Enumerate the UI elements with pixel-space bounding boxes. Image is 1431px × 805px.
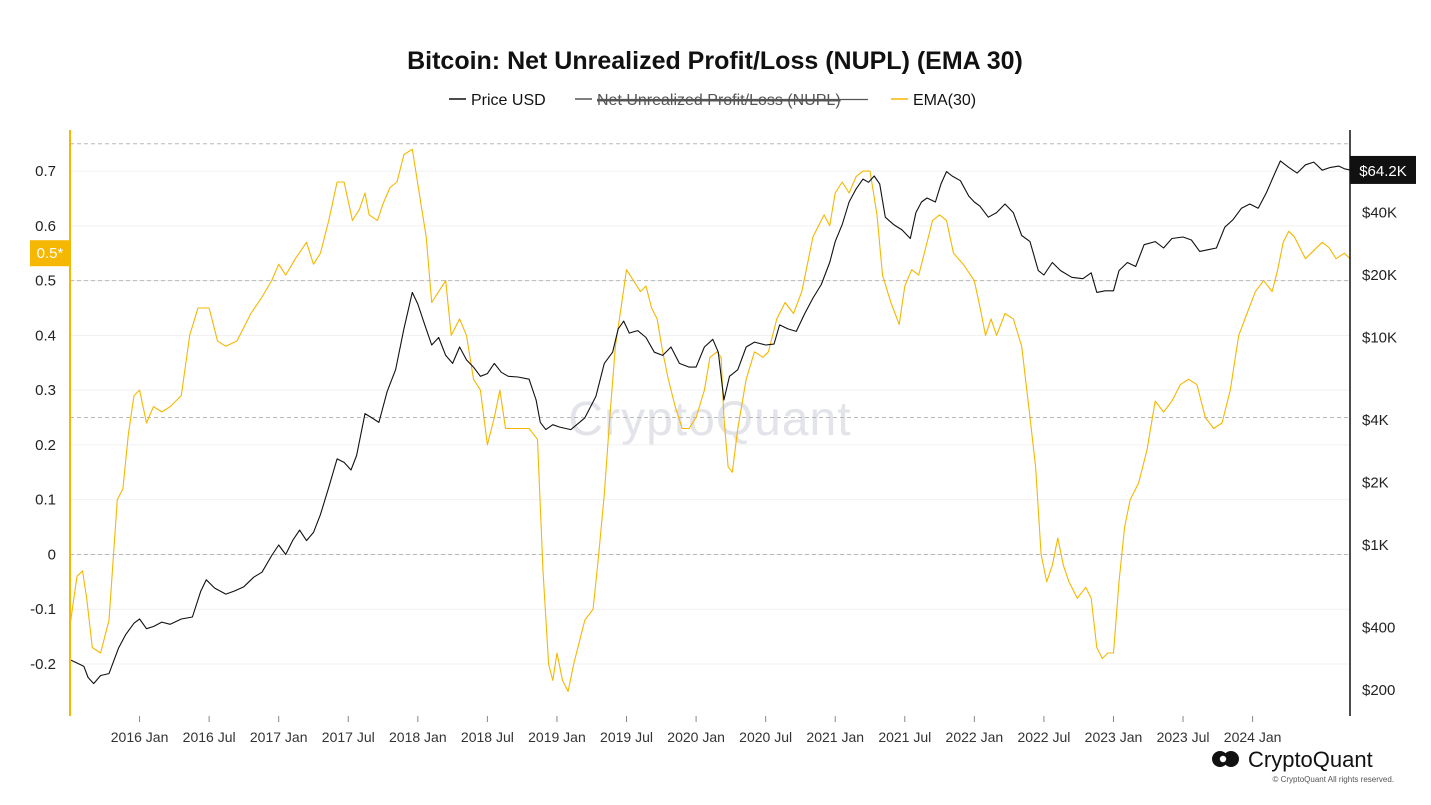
watermark: CryptoQuant [568, 393, 851, 446]
right-tick-label: $10K [1362, 330, 1397, 347]
x-tick-label: 2017 Jan [250, 729, 308, 745]
x-tick-label: 2018 Jan [389, 729, 447, 745]
grid-lines [70, 143, 1350, 665]
x-tick-label: 2016 Jan [111, 729, 169, 745]
left-tick-label: 0.2 [35, 437, 56, 454]
right-tick-label: $2K [1362, 475, 1389, 492]
left-tick-label: 0.7 [35, 163, 56, 180]
right-tick-label: $4K [1362, 412, 1389, 429]
legend-price-label: Price USD [471, 92, 546, 109]
x-tick-label: 2021 Jan [806, 729, 864, 745]
x-tick-label: 2023 Jan [1085, 729, 1143, 745]
x-tick-label: 2022 Jul [1017, 729, 1070, 745]
brand-copyright: © CryptoQuant All rights reserved. [1273, 775, 1395, 784]
brand-name: CryptoQuant [1248, 747, 1373, 772]
chart-title: Bitcoin: Net Unrealized Profit/Loss (NUP… [407, 47, 1023, 75]
right-axis: $40K $20K $10K $4K $2K $1K $400 $200 $64.2K [1349, 130, 1416, 716]
right-tick-label: $400 [1362, 620, 1395, 637]
left-tick-label: 0.4 [35, 327, 56, 344]
x-axis: 2016 Jan 2016 Jul 2017 Jan 2017 Jul 2018 Jan… [111, 716, 1282, 745]
x-tick-label: 2020 Jul [739, 729, 792, 745]
x-tick-label: 2023 Jul [1157, 729, 1210, 745]
left-tick-label: -0.2 [30, 656, 56, 673]
left-tick-label: 0.1 [35, 492, 56, 509]
left-tick-label: 0.6 [35, 218, 56, 235]
x-tick-label: 2019 Jan [528, 729, 586, 745]
x-tick-label: 2018 Jul [461, 729, 514, 745]
legend-nupl-label: Net Unrealized Profit/Loss (NUPL) [597, 92, 841, 109]
left-marker-label: 0.5* [37, 245, 64, 262]
legend-item-ema[interactable]: EMA(30) [891, 92, 976, 109]
x-tick-label: 2021 Jul [878, 729, 931, 745]
legend-item-price[interactable]: Price USD [449, 92, 546, 109]
right-tick-label: $1K [1362, 537, 1389, 554]
x-tick-label: 2022 Jan [946, 729, 1004, 745]
price-line [69, 160, 1351, 685]
brand-logo: CryptoQuant © CryptoQuant All rights res… [1212, 747, 1394, 784]
x-tick-label: 2017 Jul [322, 729, 375, 745]
legend-item-nupl[interactable]: Net Unrealized Profit/Loss (NUPL) [575, 92, 868, 109]
right-tick-label: $20K [1362, 267, 1397, 284]
right-tick-label: $200 [1362, 682, 1395, 699]
cryptoquant-logo-icon [1212, 751, 1239, 767]
current-price-badge [1350, 155, 1416, 184]
x-tick-label: 2019 Jul [600, 729, 653, 745]
price-series [69, 160, 1351, 685]
legend-ema-label: EMA(30) [913, 92, 976, 109]
left-axis: 0.7 0.6 0.5 0.4 0.3 0.2 0.1 0 -0.1 -0.2 0.5* [30, 130, 71, 716]
x-tick-label: 2016 Jul [183, 729, 236, 745]
legend: Price USD Net Unrealized Profit/Loss (NU… [449, 92, 976, 109]
x-tick-label: 2024 Jan [1224, 729, 1282, 745]
left-tick-label: -0.1 [30, 601, 56, 618]
left-tick-label: 0 [48, 546, 56, 563]
right-tick-label: $40K [1362, 205, 1397, 222]
current-price-label: $64.2K [1359, 163, 1407, 180]
x-tick-label: 2020 Jan [667, 729, 725, 745]
left-tick-label: 0.3 [35, 382, 56, 399]
left-tick-label: 0.5 [35, 273, 56, 290]
left-marker-badge [30, 240, 70, 267]
